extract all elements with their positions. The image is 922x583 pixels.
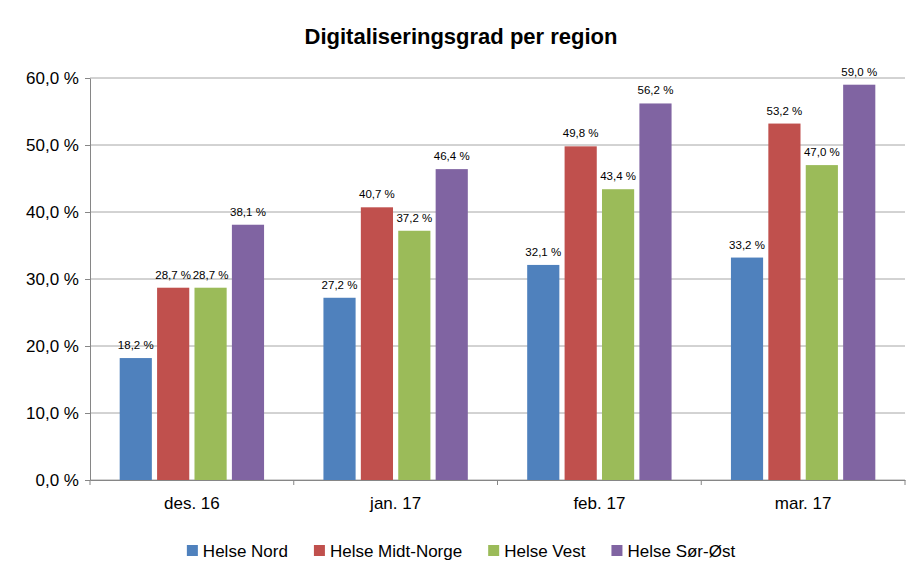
x-separator xyxy=(90,480,91,485)
y-tick-mark xyxy=(85,480,90,481)
x-axis: des. 16 jan. 17 feb. 17 mar. 17 xyxy=(90,480,906,513)
data-labels: 18,2 % 27,2 % 32,1 % 33,2 % 28,7 % 40,7 % 49,8… xyxy=(118,66,877,351)
y-tick: 60,0 % xyxy=(26,69,90,88)
x-tick-label: feb. 17 xyxy=(573,494,625,513)
bar xyxy=(361,207,393,480)
legend-swatch xyxy=(314,545,325,556)
y-tick-label: 10,0 % xyxy=(26,404,79,423)
y-tick: 40,0 % xyxy=(26,203,90,222)
x-tick: des. 16 xyxy=(164,480,220,513)
x-tick: mar. 17 xyxy=(775,480,832,513)
legend-swatch xyxy=(187,545,198,556)
y-tick-mark xyxy=(85,212,90,213)
data-label: 38,1 % xyxy=(230,206,266,218)
y-tick-label: 30,0 % xyxy=(26,270,79,289)
x-separator xyxy=(293,480,294,485)
y-axis: 0,0 % 10,0 % 20,0 % 30,0 % 40,0 % 50,0 % 60,0 … xyxy=(26,69,90,490)
x-tick-label: jan. 17 xyxy=(369,494,421,513)
chart: 18,2 % 27,2 % 32,1 % 33,2 % 28,7 % 40,7 % 49,8… xyxy=(0,0,922,583)
background xyxy=(0,0,922,583)
bar xyxy=(323,298,355,480)
legend-item: Helse Sør-Øst xyxy=(611,542,735,561)
y-tick-mark xyxy=(85,145,90,146)
legend-item: Helse Nord xyxy=(187,542,288,561)
legend-swatch xyxy=(611,545,622,556)
y-axis-line xyxy=(90,79,91,481)
bar xyxy=(565,146,597,480)
y-tick-label: 60,0 % xyxy=(26,69,79,88)
x-tick: jan. 17 xyxy=(369,480,421,513)
data-label: 33,2 % xyxy=(729,239,765,251)
legend-label: Helse Nord xyxy=(203,542,288,561)
data-label: 27,2 % xyxy=(322,279,358,291)
bar xyxy=(436,169,468,480)
data-label: 40,7 % xyxy=(359,188,395,200)
data-label: 43,4 % xyxy=(600,170,636,182)
y-tick: 30,0 % xyxy=(26,270,90,289)
y-tick-label: 20,0 % xyxy=(26,337,79,356)
data-label: 56,2 % xyxy=(638,84,674,96)
bar xyxy=(120,358,152,480)
y-tick: 0,0 % xyxy=(36,471,90,490)
bar xyxy=(639,103,671,480)
y-tick-mark xyxy=(85,346,90,347)
bar xyxy=(806,165,838,480)
bar xyxy=(768,124,800,480)
bar xyxy=(194,288,226,480)
x-separator xyxy=(497,480,498,485)
data-label: 32,1 % xyxy=(525,246,561,258)
x-tick-label: mar. 17 xyxy=(775,494,832,513)
x-separator xyxy=(905,480,906,485)
x-tick-label: des. 16 xyxy=(164,494,220,513)
y-tick-mark xyxy=(85,413,90,414)
legend: Helse Nord Helse Midt-Norge Helse Vest Hels… xyxy=(187,542,736,561)
grid xyxy=(90,78,905,480)
grid-line xyxy=(90,78,905,79)
bar xyxy=(398,231,430,480)
data-label: 59,0 % xyxy=(841,66,877,78)
data-label: 28,7 % xyxy=(155,269,191,281)
legend-swatch xyxy=(488,545,499,556)
data-label: 28,7 % xyxy=(193,269,229,281)
x-separator xyxy=(701,480,702,485)
data-label: 46,4 % xyxy=(434,150,470,162)
bar xyxy=(157,288,189,480)
data-label: 47,0 % xyxy=(804,146,840,158)
y-tick-label: 0,0 % xyxy=(36,471,79,490)
y-tick-mark xyxy=(85,78,90,79)
bar xyxy=(232,225,264,480)
x-separators xyxy=(90,480,905,485)
y-tick: 20,0 % xyxy=(26,337,90,356)
title: Digitaliseringsgrad per region xyxy=(305,24,618,49)
bars xyxy=(120,85,876,480)
legend-label: Helse Midt-Norge xyxy=(330,542,462,561)
legend-label: Helse Sør-Øst xyxy=(627,542,735,561)
y-tick-label: 50,0 % xyxy=(26,136,79,155)
y-tick: 10,0 % xyxy=(26,404,90,423)
data-label: 18,2 % xyxy=(118,339,154,351)
data-label: 49,8 % xyxy=(563,127,599,139)
data-label: 53,2 % xyxy=(767,105,803,117)
legend-item: Helse Vest xyxy=(488,542,586,561)
y-tick-mark xyxy=(85,279,90,280)
y-tick-label: 40,0 % xyxy=(26,203,79,222)
bar xyxy=(602,189,634,480)
bar xyxy=(843,85,875,480)
y-tick: 50,0 % xyxy=(26,136,90,155)
data-label: 37,2 % xyxy=(396,212,432,224)
plot: 18,2 % 27,2 % 32,1 % 33,2 % 28,7 % 40,7 % 49,8… xyxy=(26,66,905,513)
legend-item: Helse Midt-Norge xyxy=(314,542,462,561)
legend-label: Helse Vest xyxy=(504,542,586,561)
x-tick: feb. 17 xyxy=(573,480,625,513)
bar xyxy=(527,265,559,480)
bar xyxy=(731,258,763,480)
